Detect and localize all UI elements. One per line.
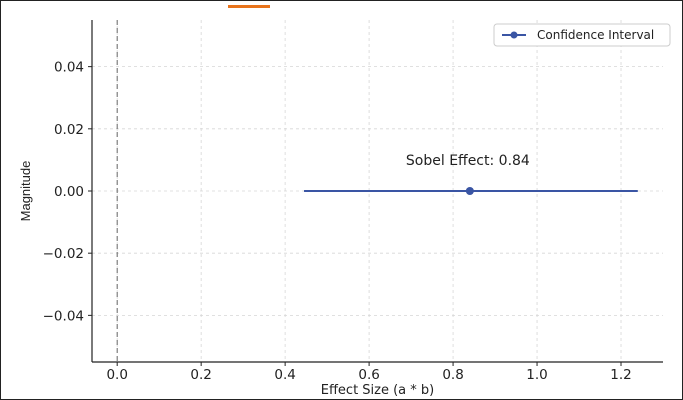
- title-fragment-graphic: [228, 5, 270, 8]
- y-tick-label: 0.04: [54, 60, 84, 76]
- legend: Confidence Interval: [493, 23, 671, 47]
- title-fragment: [0, 0, 683, 10]
- sobel-effect-annotation: Sobel Effect: 0.84: [406, 153, 530, 169]
- title-accent-mark: [228, 5, 270, 8]
- y-tick-label: −0.04: [43, 308, 84, 324]
- y-tick-label: −0.02: [43, 246, 84, 262]
- effect-point: [465, 187, 474, 195]
- x-ticks: 0.0 0.2 0.4 0.6 0.8 1.0 1.2: [106, 362, 632, 383]
- y-ticks: 0.04 0.02 0.00 −0.02 −0.04: [43, 60, 92, 324]
- series-group: [304, 187, 638, 195]
- legend-box: [493, 23, 671, 47]
- x-tick-label: 0.2: [190, 367, 211, 383]
- legend-marker-swatch: [510, 31, 518, 39]
- y-axis-label: Magnitude: [18, 161, 33, 222]
- x-tick-label: 1.0: [526, 367, 547, 383]
- y-tick-label: 0.02: [54, 122, 84, 138]
- x-tick-label: 1.2: [610, 367, 631, 383]
- x-axis-label: Effect Size (a * b): [321, 383, 435, 398]
- x-tick-label: 0.6: [358, 367, 379, 383]
- x-tick-label: 0.4: [274, 367, 295, 383]
- legend-label: Confidence Interval: [537, 28, 654, 42]
- y-tick-label: 0.00: [54, 184, 84, 200]
- x-tick-label: 0.0: [106, 367, 127, 383]
- x-tick-label: 0.8: [442, 367, 463, 383]
